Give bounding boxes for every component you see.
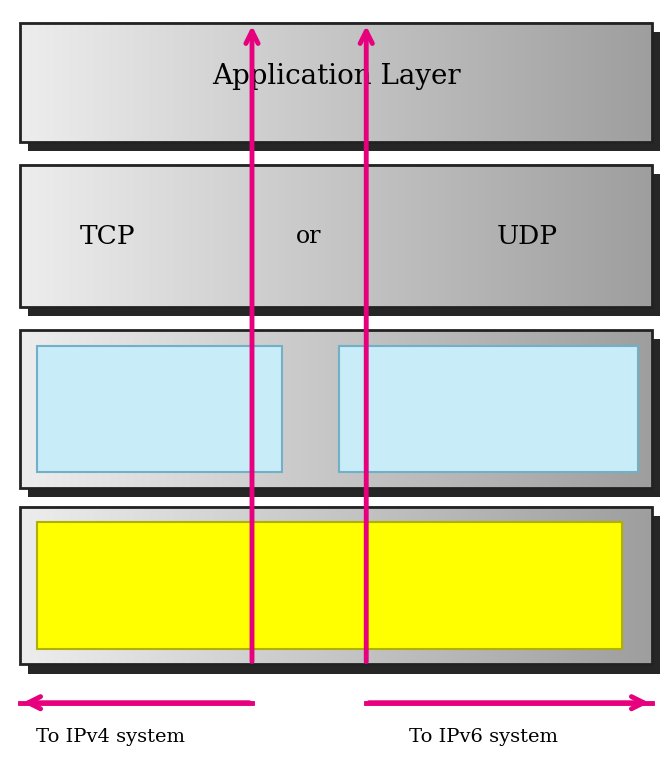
Text: IPv6: IPv6 <box>584 413 628 432</box>
Text: Underlying: Underlying <box>50 541 161 560</box>
Bar <box>20 507 652 664</box>
Text: or: or <box>296 225 322 248</box>
Text: IGMP, ICMPv4: IGMP, ICMPv4 <box>50 367 194 386</box>
Text: IPv4: IPv4 <box>50 404 95 422</box>
Text: TCP: TCP <box>80 224 135 249</box>
Bar <box>28 339 660 497</box>
Bar <box>28 32 660 151</box>
Text: To IPv6 system: To IPv6 system <box>409 728 558 746</box>
Bar <box>20 23 652 142</box>
Bar <box>20 165 652 307</box>
Text: UDP: UDP <box>497 224 558 249</box>
Text: ARP, RARP: ARP, RARP <box>50 441 158 459</box>
Text: Application Layer: Application Layer <box>212 63 460 91</box>
Text: technology: technology <box>50 606 159 624</box>
Bar <box>28 174 660 316</box>
Text: To IPv4 system: To IPv4 system <box>36 728 185 746</box>
Bar <box>339 346 638 472</box>
Bar <box>37 346 282 472</box>
Bar <box>28 516 660 674</box>
Text: ICMPv6: ICMPv6 <box>549 376 628 395</box>
Bar <box>37 522 622 649</box>
Bar <box>20 330 652 488</box>
Text: LAN or WAN: LAN or WAN <box>50 574 178 592</box>
